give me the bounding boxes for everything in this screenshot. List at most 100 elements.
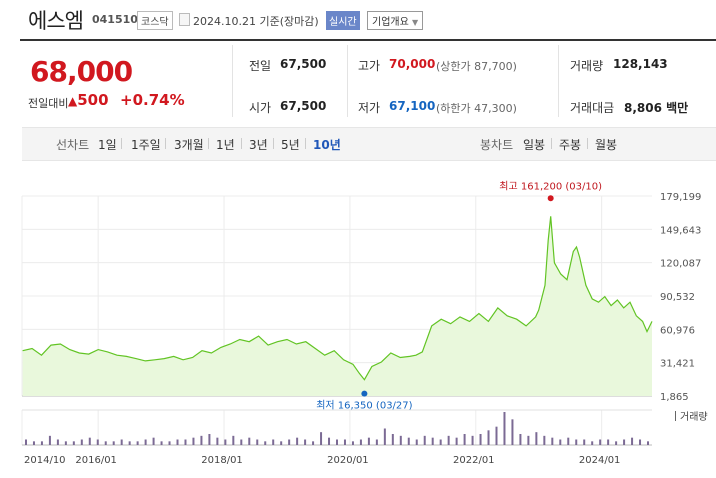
volume-bar: [208, 434, 211, 445]
line-chart-label: 선차트: [56, 138, 90, 152]
period-separator: [241, 138, 242, 149]
volume-bar: [415, 439, 418, 445]
y-tick-label: 149,643: [660, 225, 701, 236]
amount-label: 거래대금: [570, 101, 615, 115]
volume-bar: [367, 437, 370, 445]
low-value: 67,100: [389, 99, 436, 113]
high-label: 고가: [358, 59, 381, 73]
diff-amount: 500: [77, 91, 109, 109]
volume-bar: [647, 441, 650, 445]
y-tick-label: 60,976: [660, 325, 695, 336]
open-label: 시가: [249, 101, 272, 115]
volume-bar: [32, 441, 35, 445]
diff-label: 전일대비: [28, 97, 69, 110]
y-tick-label: 31,421: [660, 359, 695, 370]
volume-bar: [56, 439, 59, 445]
header-divider: [20, 39, 716, 41]
volume-bar: [128, 441, 131, 445]
period-3m[interactable]: 3개월: [174, 138, 204, 152]
volume-bar: [168, 441, 171, 445]
period-1d[interactable]: 1일: [98, 138, 117, 152]
corp-overview-dropdown[interactable]: 기업개요 ▼: [367, 11, 424, 30]
summary-divider: [347, 45, 348, 117]
volume-bar: [320, 432, 323, 445]
volume-bar: [280, 441, 283, 445]
volume-bar: [104, 441, 107, 445]
candle-weekly[interactable]: 주봉: [559, 138, 582, 152]
candle-monthly[interactable]: 월봉: [595, 138, 618, 152]
volume-value: 128,143: [613, 57, 668, 71]
volume-bar: [447, 435, 450, 445]
period-separator: [121, 138, 122, 149]
open-value: 67,500: [280, 99, 327, 113]
volume-bar: [120, 439, 123, 445]
price-line: [22, 216, 653, 381]
volume-bar: [272, 439, 275, 445]
volume-bar: [575, 439, 578, 445]
period-10y[interactable]: 10년: [313, 138, 341, 152]
period-1y[interactable]: 1년: [216, 138, 235, 152]
period-1w[interactable]: 1주일: [131, 138, 161, 152]
price-area: [22, 216, 653, 396]
max-annotation: 최고 161,200 (03/10): [499, 180, 602, 192]
lower-limit: (하한가 47,300): [436, 102, 517, 115]
volume-bar: [399, 435, 402, 445]
upper-limit: (상한가 87,700): [436, 60, 517, 73]
volume-bar: [256, 439, 259, 445]
volume-bar: [64, 441, 67, 445]
volume-bar: [359, 439, 362, 445]
period-separator: [551, 138, 552, 149]
live-button[interactable]: 실시간: [326, 11, 360, 30]
volume-bar: [184, 439, 187, 445]
period-separator: [208, 138, 209, 149]
volume-bar: [591, 441, 594, 445]
volume-bar: [375, 439, 378, 445]
volume-bar: [471, 435, 474, 445]
summary-divider: [232, 45, 233, 117]
volume-bar: [176, 439, 179, 445]
volume-bar: [96, 439, 99, 445]
volume-bar: [224, 439, 227, 445]
volume-bar: [216, 437, 219, 445]
volume-bar: [623, 439, 626, 445]
amount-value: 8,806 백만: [624, 101, 689, 115]
diff-percent: +0.74%: [120, 91, 185, 109]
volume-bar: [296, 437, 299, 445]
low-label: 저가: [358, 101, 381, 115]
y-tick-label: 179,199: [660, 192, 701, 203]
summary-divider: [558, 45, 559, 117]
volume-bar: [495, 426, 498, 445]
y-tick-label: 120,087: [660, 259, 701, 270]
market-badge: 코스닥: [137, 11, 173, 30]
volume-bar: [543, 435, 546, 445]
volume-bar: [144, 439, 147, 445]
volume-bar: [439, 439, 442, 445]
volume-bar: [336, 439, 338, 445]
volume-bar: [391, 434, 394, 445]
volume-bar: [312, 441, 315, 445]
period-separator: [273, 138, 274, 149]
x-tick-label: 2024/01: [579, 455, 621, 466]
x-tick-label: 2014/10: [24, 455, 66, 466]
volume-bar: [431, 437, 434, 445]
x-tick-label: 2020/01: [327, 455, 369, 466]
volume-bar: [463, 434, 466, 445]
volume-bar: [503, 412, 506, 445]
period-5y[interactable]: 5년: [281, 138, 300, 152]
candle-chart-label: 봉차트: [480, 138, 514, 152]
period-bar: [22, 127, 716, 161]
period-3y[interactable]: 3년: [249, 138, 268, 152]
y-tick-label: 90,532: [660, 292, 695, 303]
volume-bar: [527, 435, 530, 445]
volume-bar: [136, 441, 139, 445]
volume-bar: [304, 439, 307, 445]
corp-overview-label: 기업개요: [372, 17, 409, 28]
max-marker: [547, 195, 554, 202]
stock-name: 에스엠: [28, 9, 84, 33]
volume-bar: [72, 441, 75, 445]
volume-bar: [519, 434, 522, 445]
y-tick-label: 1,865: [660, 392, 689, 403]
candle-daily[interactable]: 일봉: [523, 138, 546, 152]
volume-bar: [328, 437, 331, 445]
